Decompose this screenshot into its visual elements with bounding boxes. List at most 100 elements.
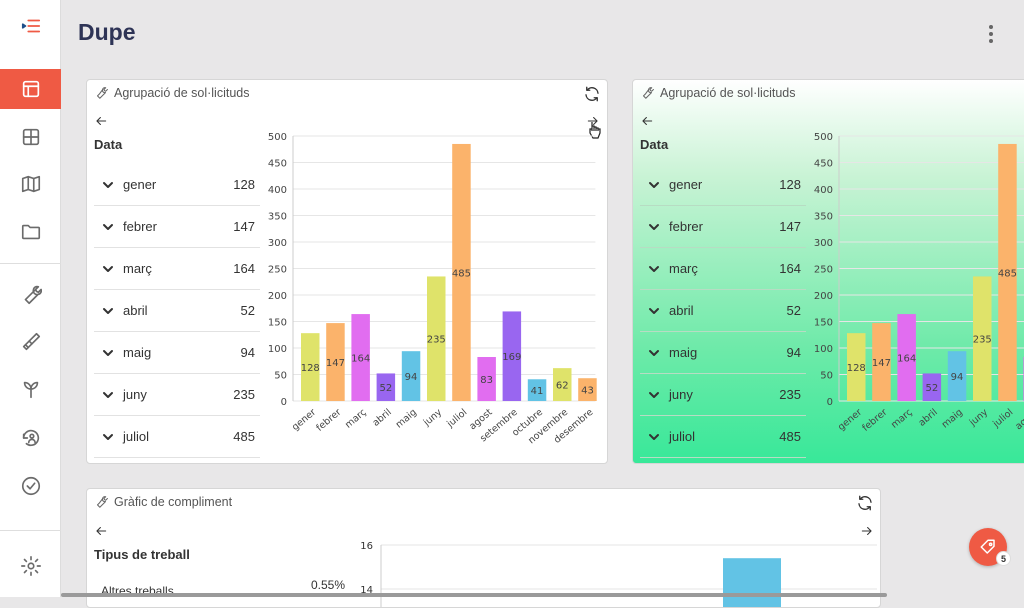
bar[interactable] bbox=[947, 351, 967, 401]
month-row[interactable]: juny 235 bbox=[94, 374, 260, 416]
forward-button[interactable] bbox=[860, 524, 874, 538]
bar[interactable] bbox=[301, 333, 320, 401]
bar[interactable] bbox=[973, 276, 992, 401]
chevron-down-icon bbox=[648, 221, 660, 233]
y-tick-label: 500 bbox=[268, 132, 287, 143]
month-row[interactable]: juliol 485 bbox=[94, 416, 260, 458]
month-label: abril bbox=[123, 303, 148, 318]
x-tick-label: maig bbox=[940, 407, 965, 431]
card-title: Agrupació de sol·licituds bbox=[114, 86, 250, 100]
hand-cursor-icon bbox=[589, 122, 601, 139]
requests-grouping-card: Agrupació de sol·licituds Data gener 128 f… bbox=[86, 79, 608, 464]
month-label: març bbox=[669, 261, 698, 276]
month-row[interactable]: juliol 485 bbox=[640, 416, 806, 458]
bar[interactable] bbox=[376, 373, 396, 401]
plant-icon[interactable] bbox=[0, 369, 61, 409]
chevron-down-icon bbox=[648, 263, 660, 275]
bar[interactable] bbox=[527, 379, 547, 401]
bar[interactable] bbox=[502, 311, 522, 401]
bar-value-label: 41 bbox=[531, 386, 544, 397]
month-value: 485 bbox=[779, 429, 801, 444]
month-row[interactable]: gener 128 bbox=[640, 164, 806, 206]
month-value: 235 bbox=[233, 387, 255, 402]
grid-icon[interactable] bbox=[0, 117, 61, 157]
bar[interactable] bbox=[351, 314, 370, 401]
month-value: 94 bbox=[240, 345, 255, 360]
dashboard-icon[interactable] bbox=[0, 69, 61, 109]
month-row[interactable]: abril 52 bbox=[94, 290, 260, 332]
month-value: 485 bbox=[233, 429, 255, 444]
wrench-icon bbox=[96, 496, 108, 508]
y-tick-label: 0 bbox=[827, 397, 833, 408]
chevron-down-icon bbox=[102, 305, 114, 317]
history-user-icon[interactable] bbox=[0, 418, 61, 458]
data-label: Data bbox=[94, 137, 123, 152]
chevron-down-icon bbox=[648, 179, 660, 191]
arrow-right-icon bbox=[587, 116, 598, 126]
bar[interactable] bbox=[922, 373, 942, 401]
bar[interactable] bbox=[998, 143, 1017, 401]
data-label: Tipus de treball bbox=[94, 547, 190, 562]
back-button[interactable] bbox=[640, 114, 654, 128]
y-tick-label: 100 bbox=[268, 344, 287, 355]
chevron-down-icon bbox=[648, 305, 660, 317]
bar-value-label: 62 bbox=[556, 381, 569, 392]
bar[interactable] bbox=[452, 143, 471, 401]
bar[interactable] bbox=[326, 323, 345, 401]
menu-icon[interactable] bbox=[0, 6, 61, 46]
more-options-button[interactable] bbox=[981, 22, 1001, 46]
y-tick-label: 200 bbox=[268, 291, 287, 302]
chevron-down-icon bbox=[648, 431, 660, 443]
bar[interactable] bbox=[847, 333, 866, 401]
bar[interactable] bbox=[872, 323, 891, 401]
chevron-down-icon bbox=[102, 263, 114, 275]
bar[interactable] bbox=[553, 368, 572, 401]
folder-icon[interactable] bbox=[0, 212, 61, 252]
bar[interactable] bbox=[477, 357, 496, 401]
month-list: gener 128 febrer 147 març 164 abril 52 maig 94 jun… bbox=[94, 164, 260, 458]
refresh-button[interactable] bbox=[583, 85, 601, 103]
bar-value-label: 52 bbox=[925, 383, 938, 394]
gear-icon[interactable] bbox=[0, 546, 61, 586]
compliance-chart-card: Gràfic de compliment Tipus de treball Al… bbox=[86, 488, 881, 608]
month-row[interactable]: març 164 bbox=[94, 248, 260, 290]
wrench-icon[interactable] bbox=[0, 275, 61, 315]
sidebar-divider bbox=[0, 263, 61, 264]
month-row[interactable]: maig 94 bbox=[94, 332, 260, 374]
sidebar-divider bbox=[0, 530, 61, 531]
month-row[interactable]: març 164 bbox=[640, 248, 806, 290]
horizontal-scrollbar[interactable] bbox=[61, 593, 887, 597]
month-value: 147 bbox=[233, 219, 255, 234]
month-list: gener 128 febrer 147 març 164 abril 52 maig 94 jun… bbox=[640, 164, 806, 458]
month-row[interactable]: juny 235 bbox=[640, 374, 806, 416]
data-label: Data bbox=[640, 137, 669, 152]
month-row[interactable]: maig 94 bbox=[640, 332, 806, 374]
y-tick-label: 14 bbox=[360, 585, 373, 596]
back-button[interactable] bbox=[94, 114, 108, 128]
bar[interactable] bbox=[897, 314, 916, 401]
x-tick-label: març bbox=[343, 407, 368, 431]
y-tick-label: 350 bbox=[268, 212, 287, 223]
back-button[interactable] bbox=[94, 524, 108, 538]
refresh-button[interactable] bbox=[856, 494, 874, 512]
bar-chart: 0 50 100 150 200 250 300 350 400 450 500 128 gener 14… bbox=[268, 132, 597, 446]
bar[interactable] bbox=[401, 351, 421, 401]
brush-icon[interactable] bbox=[0, 322, 61, 362]
month-row[interactable]: febrer 147 bbox=[640, 206, 806, 248]
arrow-left-icon bbox=[96, 526, 107, 536]
check-circle-icon[interactable] bbox=[0, 466, 61, 506]
bar[interactable] bbox=[723, 558, 781, 607]
bar[interactable] bbox=[578, 378, 597, 401]
x-tick-label: febrer bbox=[860, 407, 889, 434]
forward-button[interactable] bbox=[586, 114, 600, 128]
month-row[interactable]: febrer 147 bbox=[94, 206, 260, 248]
bar-value-label: 94 bbox=[951, 372, 964, 383]
month-value: 94 bbox=[786, 345, 801, 360]
bar[interactable] bbox=[427, 276, 446, 401]
month-row[interactable]: abril 52 bbox=[640, 290, 806, 332]
y-tick-label: 450 bbox=[814, 159, 833, 170]
arrow-left-icon bbox=[96, 116, 107, 126]
y-tick-label: 300 bbox=[814, 238, 833, 249]
month-row[interactable]: gener 128 bbox=[94, 164, 260, 206]
map-icon[interactable] bbox=[0, 164, 61, 204]
